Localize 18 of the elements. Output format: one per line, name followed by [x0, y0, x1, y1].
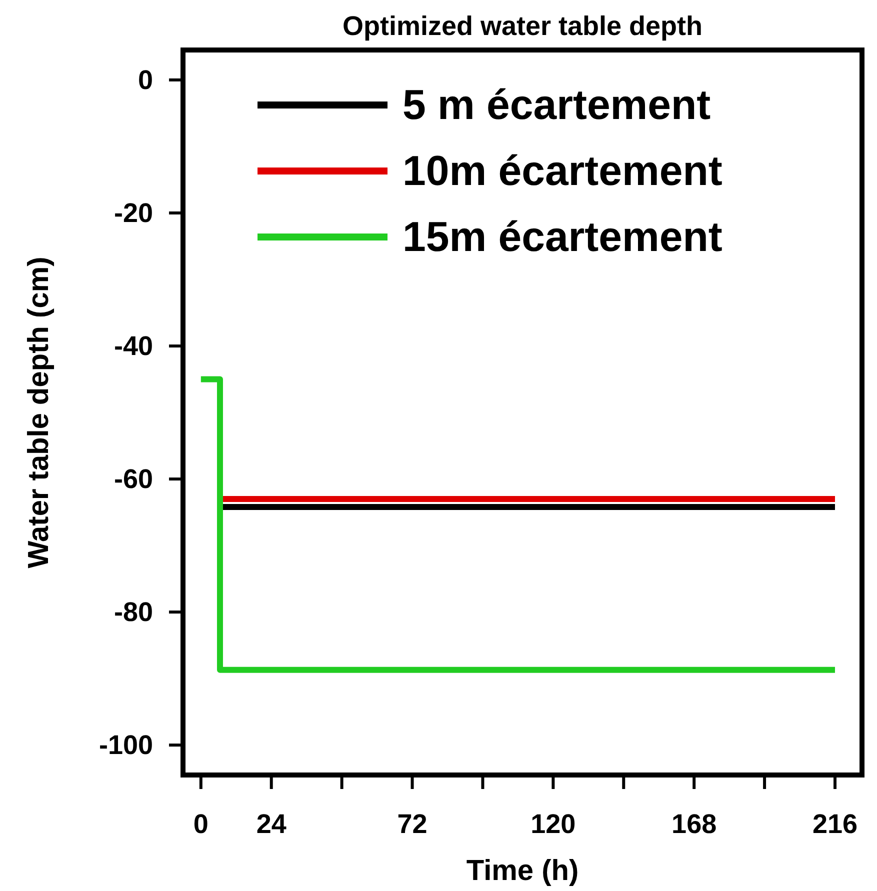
- y-tick-label: -60: [114, 464, 153, 494]
- chart-title: Optimized water table depth: [342, 11, 703, 41]
- x-tick-label: 216: [812, 809, 858, 839]
- y-tick-label: -100: [98, 730, 153, 760]
- x-tick-label: 24: [256, 809, 286, 839]
- y-tick-label: -40: [114, 330, 153, 361]
- x-tick-label: 72: [397, 809, 428, 839]
- x-tick-label: 120: [530, 809, 576, 839]
- legend-label: 5 m écartement: [402, 81, 711, 128]
- legend-label: 10m écartement: [402, 147, 722, 194]
- y-tick-label: -20: [114, 198, 153, 228]
- y-tick-label: -80: [114, 597, 153, 628]
- legend-label: 15m écartement: [402, 213, 722, 260]
- x-axis-title: Time (h): [466, 855, 579, 887]
- y-tick-label: 0: [138, 64, 153, 95]
- x-tick-label: 168: [672, 809, 717, 839]
- y-axis-title: Water table depth (cm): [23, 256, 55, 568]
- x-tick-label: 0: [193, 809, 208, 839]
